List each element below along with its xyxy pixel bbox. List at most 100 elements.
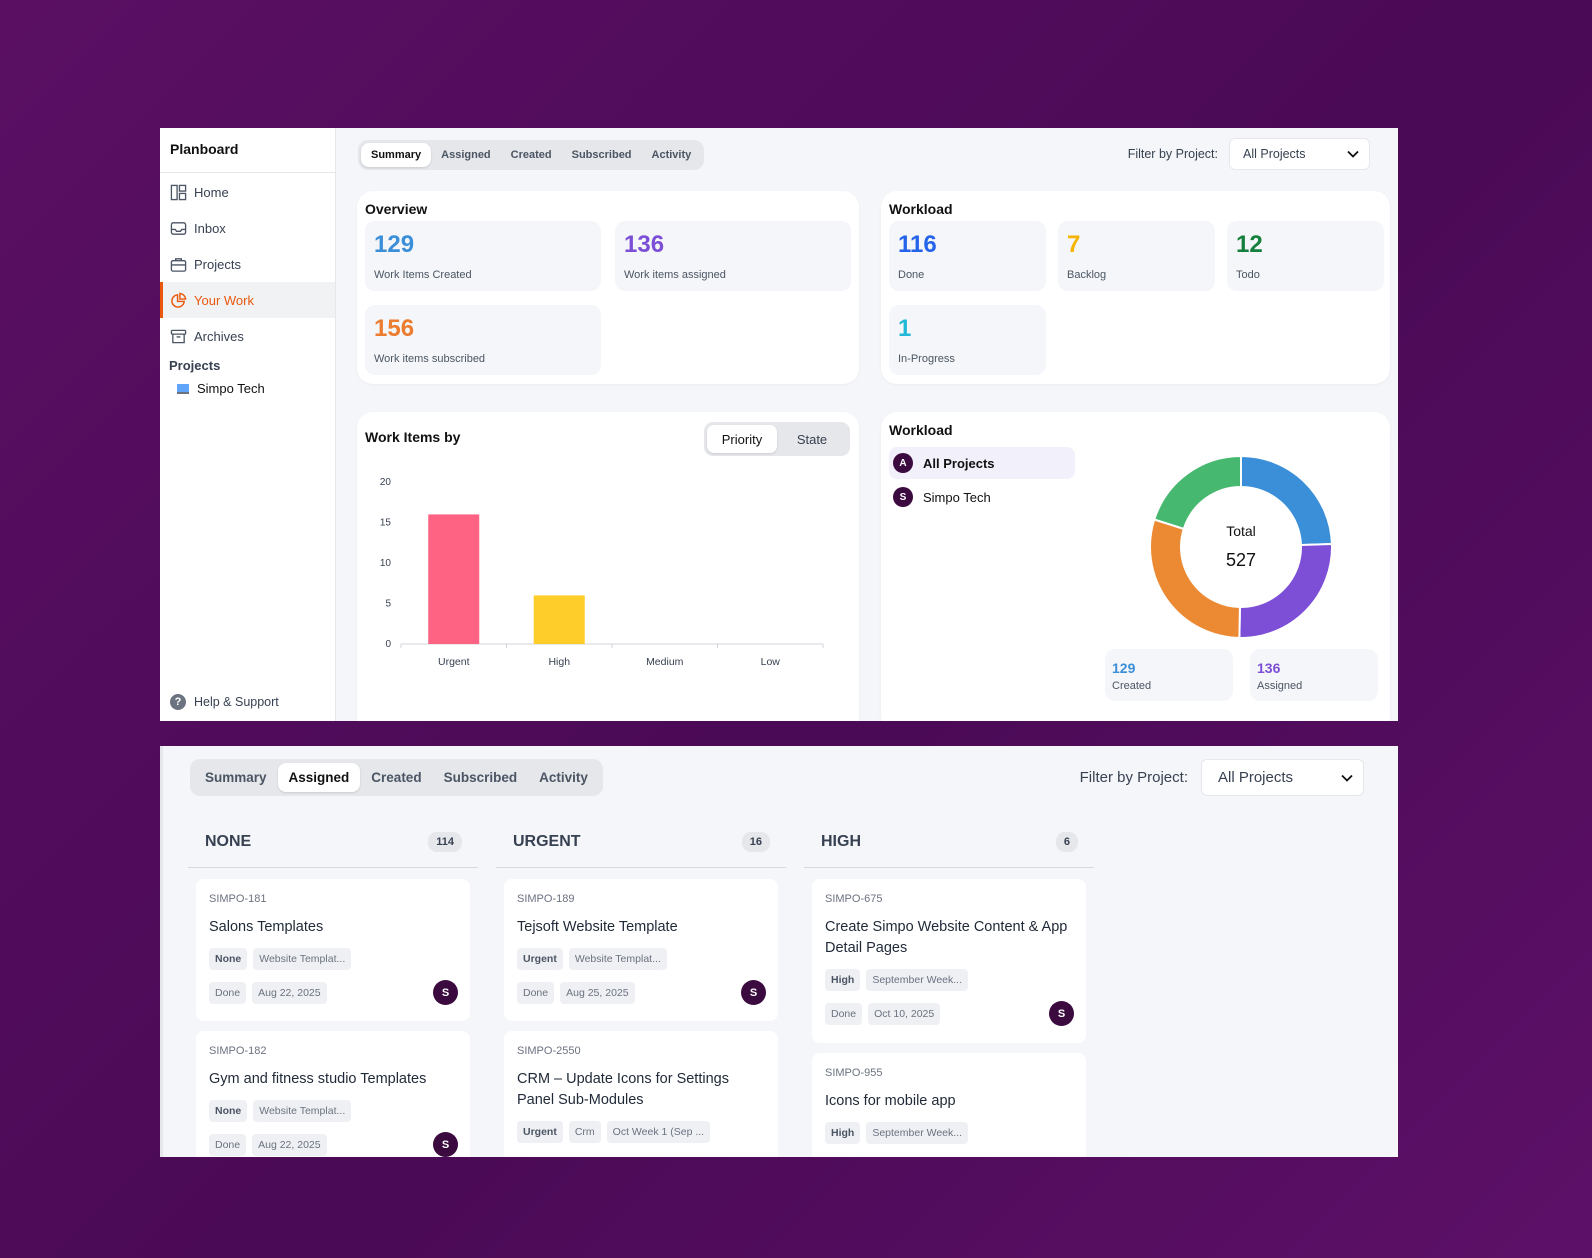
tab-summary[interactable]: Summary: [361, 143, 432, 167]
work-item-card[interactable]: SIMPO-182 Gym and fitness studio Templat…: [196, 1031, 470, 1157]
sidebar-item-projects[interactable]: Projects: [160, 246, 335, 282]
work-item-card[interactable]: SIMPO-955 Icons for mobile app High Sept…: [812, 1053, 1086, 1157]
board-column-high: HIGH 6 SIMPO-675 Create Simpo Website Co…: [804, 816, 1094, 1157]
work-item-card[interactable]: SIMPO-675 Create Simpo Website Content &…: [812, 879, 1086, 1043]
project-select[interactable]: All Projects: [1201, 759, 1364, 796]
work-item-tags: Urgent Crm Oct Week 1 (Sep ...: [517, 1121, 766, 1144]
y-tick-label: 0: [385, 639, 391, 650]
column-count-badge: 6: [1055, 831, 1078, 852]
sidebar-item-label: Inbox: [194, 220, 226, 236]
column-header: HIGH 6: [804, 816, 1094, 868]
stat-value: 129: [374, 231, 415, 258]
summary-main: Summary Assigned Created Subscribed Acti…: [336, 128, 1398, 721]
mini-stat-assigned[interactable]: 136 Assigned: [1250, 649, 1378, 701]
x-tick-label: Medium: [646, 656, 684, 668]
help-label: Help & Support: [194, 695, 279, 709]
stat-value: 156: [374, 315, 415, 342]
stat-created[interactable]: 129 Work Items Created: [365, 221, 601, 291]
assignee-avatar: S: [741, 980, 766, 1006]
work-item-title: Icons for mobile app: [825, 1093, 956, 1109]
stat-in-progress[interactable]: 1 In-Progress: [889, 305, 1046, 375]
filter-label: Filter by Project:: [1079, 769, 1188, 786]
board-column-none: NONE 114 SIMPO-181 Salons Templates None…: [188, 816, 478, 1157]
stat-label: Work items subscribed: [374, 353, 486, 365]
priority-chip: None: [209, 948, 248, 971]
work-item-card[interactable]: SIMPO-189 Tejsoft Website Template Urgen…: [504, 879, 778, 1021]
sidebar-item-label: Projects: [194, 256, 241, 272]
work-item-card[interactable]: SIMPO-181 Salons Templates None Website …: [196, 879, 470, 1021]
donut-center-value: 527: [1226, 550, 1256, 570]
sidebar-project-label: Simpo Tech: [197, 381, 265, 396]
avatar: A: [893, 453, 913, 473]
tab-subscribed[interactable]: Subscribed: [443, 770, 518, 785]
project-option-all[interactable]: A All Projects: [889, 447, 1075, 479]
toggle-state[interactable]: State: [796, 431, 828, 447]
work-item-id: SIMPO-2550: [517, 1045, 581, 1057]
tab-assigned[interactable]: Assigned: [441, 149, 491, 161]
donut-slice-done[interactable]: [1152, 454, 1242, 531]
toggle-priority[interactable]: Priority: [707, 425, 777, 453]
stat-backlog[interactable]: 7 Backlog: [1058, 221, 1215, 291]
view-tabs: Summary Assigned Created Subscribed Acti…: [190, 759, 603, 796]
tab-activity[interactable]: Activity: [539, 770, 588, 785]
project-select[interactable]: All Projects: [1229, 138, 1370, 170]
assigned-screenshot: Summary Assigned Created Subscribed Acti…: [160, 746, 1398, 1157]
avatar: S: [893, 487, 913, 507]
assignee-avatar: S: [433, 1132, 458, 1157]
status-chip: Done: [517, 981, 555, 1004]
assignee-avatar: S: [1049, 1001, 1074, 1027]
project-option-simpo-tech[interactable]: S Simpo Tech: [889, 481, 1075, 513]
view-tabs: Summary Assigned Created Subscribed Acti…: [358, 140, 705, 170]
work-item-meta: Done Aug 22, 2025 S: [209, 980, 458, 1006]
priority-chip: High: [825, 969, 861, 992]
work-items-by-title: Work Items by: [365, 429, 461, 445]
sidebar-project-simpo-tech[interactable]: Simpo Tech: [160, 373, 335, 396]
tab-created[interactable]: Created: [371, 770, 422, 785]
column-count-badge: 114: [428, 831, 462, 852]
tab-activity[interactable]: Activity: [651, 149, 692, 161]
stat-subscribed[interactable]: 156 Work items subscribed: [365, 305, 601, 375]
project-filter: Filter by Project: All Projects: [1128, 138, 1370, 170]
bar-high[interactable]: [533, 595, 585, 644]
mini-stat-created[interactable]: 129 Created: [1105, 649, 1233, 701]
donut-center-label: Total: [1226, 523, 1256, 539]
project-select-value: All Projects: [1218, 769, 1294, 786]
workload-stats-card: Workload 116 Done 7 Backlog 12 Todo 1 In…: [881, 191, 1390, 384]
sidebar-nav: Home Inbox Projects Your Work Archives: [160, 173, 335, 354]
workload-chart-card: Workload A All Projects S Simpo Tech Tot…: [881, 412, 1390, 721]
work-item-card[interactable]: SIMPO-2550 CRM – Update Icons for Settin…: [504, 1031, 778, 1157]
overview-card: Overview 129 Work Items Created 136 Work…: [357, 191, 859, 384]
laptop-icon: [177, 383, 189, 394]
archive-icon: [170, 329, 187, 343]
tab-created[interactable]: Created: [510, 149, 552, 161]
board-column-urgent: URGENT 16 SIMPO-189 Tejsoft Website Temp…: [496, 816, 786, 1157]
date-chip: Aug 25, 2025: [560, 981, 635, 1004]
label-chip: Crm: [568, 1121, 601, 1144]
bar-urgent[interactable]: [428, 514, 480, 644]
label-chip: September Week...: [866, 1122, 969, 1145]
stat-assigned[interactable]: 136 Work items assigned: [615, 221, 851, 291]
sidebar-item-your-work[interactable]: Your Work: [160, 282, 335, 318]
workload-title: Workload: [889, 201, 953, 217]
sidebar-item-archives[interactable]: Archives: [160, 318, 335, 354]
date-chip: Aug 22, 2025: [252, 1133, 327, 1156]
project-option-label: All Projects: [923, 455, 995, 471]
sidebar: Planboard Home Inbox Projects Your Work …: [160, 128, 336, 721]
stat-todo[interactable]: 12 Todo: [1227, 221, 1384, 291]
tab-assigned[interactable]: Assigned: [277, 763, 361, 792]
priority-chip: High: [825, 1122, 861, 1145]
assignee-avatar: S: [433, 980, 458, 1006]
stat-value: 12: [1236, 231, 1263, 258]
tab-summary[interactable]: Summary: [205, 770, 267, 785]
sidebar-item-inbox[interactable]: Inbox: [160, 210, 335, 246]
status-chip: Done: [825, 1002, 863, 1025]
mini-stat-label: Assigned: [1257, 680, 1303, 692]
tab-subscribed[interactable]: Subscribed: [571, 149, 632, 161]
help-support-link[interactable]: ? Help & Support: [170, 694, 279, 710]
work-item-id: SIMPO-955: [825, 1067, 883, 1079]
label-chip: Website Templat...: [253, 948, 352, 971]
sidebar-item-home[interactable]: Home: [160, 174, 335, 210]
pie-chart-icon: [171, 292, 187, 308]
overview-title: Overview: [365, 201, 428, 217]
stat-done[interactable]: 116 Done: [889, 221, 1046, 291]
